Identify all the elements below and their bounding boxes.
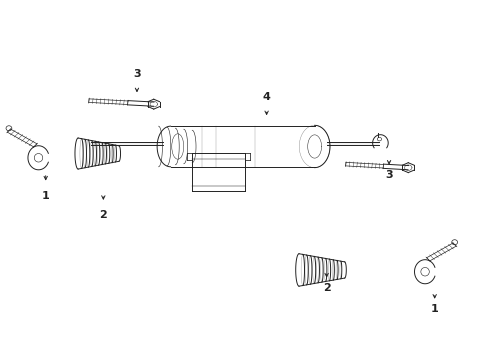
Text: 3: 3	[133, 69, 141, 79]
Text: 3: 3	[385, 170, 393, 180]
Text: 2: 2	[323, 283, 331, 293]
Text: 4: 4	[263, 92, 270, 102]
Text: 2: 2	[99, 210, 107, 220]
Text: 1: 1	[431, 304, 439, 314]
Text: 1: 1	[42, 191, 49, 201]
